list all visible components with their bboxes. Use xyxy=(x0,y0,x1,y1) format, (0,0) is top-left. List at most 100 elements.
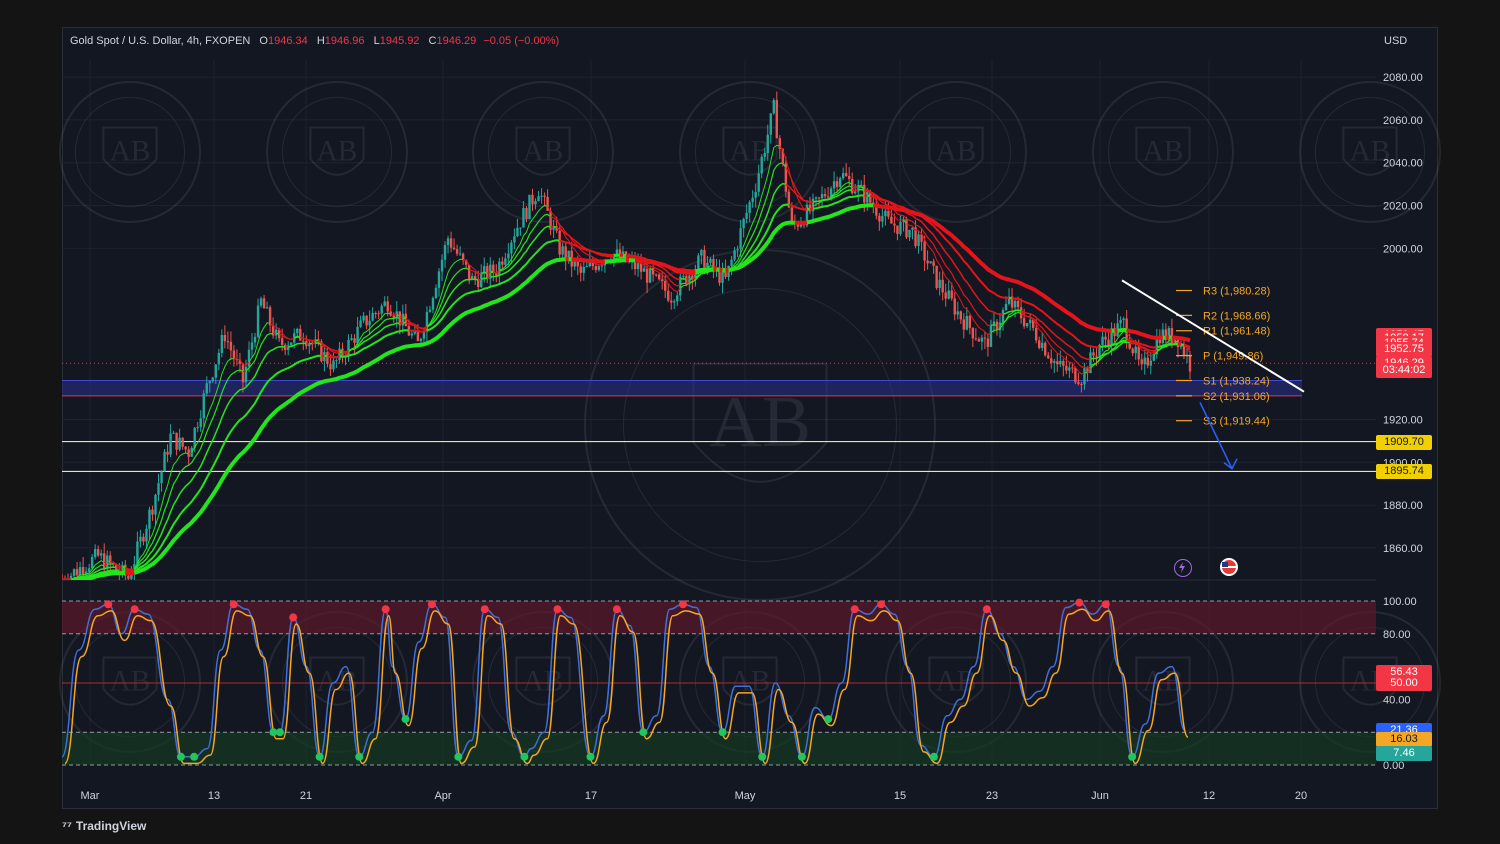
candle-body xyxy=(1134,346,1137,354)
candle-body xyxy=(950,290,953,299)
candle-body xyxy=(875,206,878,216)
candle-body xyxy=(371,312,374,321)
overbought-signal-dot xyxy=(104,600,113,609)
candle-body xyxy=(1107,339,1110,346)
watermark-text: AB xyxy=(1143,135,1184,167)
candle-body xyxy=(127,575,130,579)
ema-8-line xyxy=(1126,332,1154,357)
ema-13-line xyxy=(990,324,998,327)
candle-body xyxy=(374,312,377,314)
candle-body xyxy=(682,275,685,277)
candle-body xyxy=(648,268,652,283)
ema-55-line xyxy=(806,203,874,225)
candle-body xyxy=(1022,318,1026,327)
osc-value-tag: 16.03 xyxy=(1376,731,1432,747)
candle-body xyxy=(932,261,935,266)
shield-icon xyxy=(309,656,365,706)
candle-body xyxy=(660,279,664,282)
candle-body xyxy=(986,338,990,347)
ema-34-line xyxy=(1008,296,1013,300)
candle-body xyxy=(428,309,432,312)
candle-body xyxy=(766,134,769,153)
candle-body xyxy=(989,324,993,347)
watermark-badge: AB xyxy=(1092,81,1234,223)
candle-body xyxy=(148,509,151,529)
ema-55-line xyxy=(794,220,808,225)
shield-icon xyxy=(722,126,778,176)
candle-body xyxy=(977,339,981,342)
candle-body xyxy=(302,340,305,342)
tradingview-logo[interactable]: ⁷⁷ TradingView xyxy=(62,819,146,833)
ema-13-line xyxy=(680,282,687,286)
ema-13-line xyxy=(999,312,1022,326)
candle-body xyxy=(250,342,254,350)
ema-34-line xyxy=(133,354,322,572)
ema-21-line xyxy=(852,189,859,192)
candle-body xyxy=(1031,319,1035,328)
candle-body xyxy=(772,100,775,114)
candle-body xyxy=(1110,328,1113,346)
candle-body xyxy=(552,226,555,230)
ema-13-line xyxy=(852,186,859,189)
us-flag-icon[interactable] xyxy=(1220,558,1238,576)
ema-13-line xyxy=(487,271,491,275)
candle-body xyxy=(208,381,211,384)
candle-body xyxy=(1122,318,1125,321)
open-value: 1946.34 xyxy=(267,35,308,47)
ema-34-line xyxy=(559,240,614,257)
currency-label: USD xyxy=(1384,35,1408,47)
candle-body xyxy=(483,266,486,273)
ema-34-line xyxy=(408,329,428,333)
candle-body xyxy=(163,451,166,472)
x-tick-label: 17 xyxy=(585,790,597,802)
candle-body xyxy=(995,321,999,331)
watermark-badge: AB xyxy=(472,81,614,223)
candle-body xyxy=(549,210,552,230)
ema-21-line xyxy=(487,276,491,279)
candle-body xyxy=(1152,354,1156,361)
candle-body xyxy=(851,178,854,194)
candle-body xyxy=(531,194,534,205)
candle-body xyxy=(1161,329,1165,344)
lightning-icon[interactable] xyxy=(1174,559,1192,577)
candle-body xyxy=(67,583,69,584)
candle-body xyxy=(841,173,845,179)
ema-8-line xyxy=(248,322,271,363)
candle-body xyxy=(268,307,272,326)
ema-21-line xyxy=(478,278,482,281)
ema-21-line xyxy=(785,183,814,203)
candle-body xyxy=(1019,307,1023,319)
oversold-signal-dot xyxy=(190,752,199,761)
candle-body xyxy=(733,250,736,260)
candle-body xyxy=(748,202,751,213)
ema-13-line xyxy=(278,333,295,340)
candle-body xyxy=(84,571,88,575)
osc-y-tick-label: 40.00 xyxy=(1383,694,1411,706)
shield-icon xyxy=(928,656,984,706)
candle-body xyxy=(259,298,263,306)
open-label: O xyxy=(259,35,268,47)
candle-body xyxy=(896,225,899,235)
candle-body xyxy=(353,338,356,343)
ema-21-line xyxy=(1129,341,1158,352)
ema-21-line xyxy=(321,343,340,352)
overbought-signal-dot xyxy=(982,605,991,614)
osc-value-tag: 50.00 xyxy=(1376,676,1432,691)
candle-body xyxy=(422,331,426,339)
candle-body xyxy=(667,290,670,301)
candle-body xyxy=(567,250,570,261)
candle-body xyxy=(712,258,715,270)
candle-body xyxy=(929,261,932,264)
ema-8-line xyxy=(809,206,814,210)
candle-body xyxy=(477,279,480,288)
ema-13-line xyxy=(275,332,280,335)
ema-8-line xyxy=(348,312,391,353)
overbought-signal-dot xyxy=(553,605,562,614)
ema-34-line xyxy=(870,194,1010,299)
ema-21-line xyxy=(426,278,479,328)
candle-body xyxy=(992,321,996,325)
candle-body xyxy=(513,236,516,243)
candle-body xyxy=(241,363,245,383)
price-tag: 1895.74 xyxy=(1376,464,1432,480)
